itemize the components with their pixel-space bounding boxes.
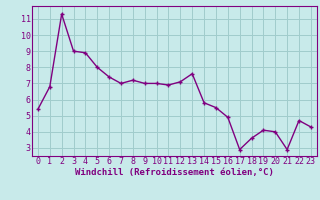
X-axis label: Windchill (Refroidissement éolien,°C): Windchill (Refroidissement éolien,°C) <box>75 168 274 177</box>
